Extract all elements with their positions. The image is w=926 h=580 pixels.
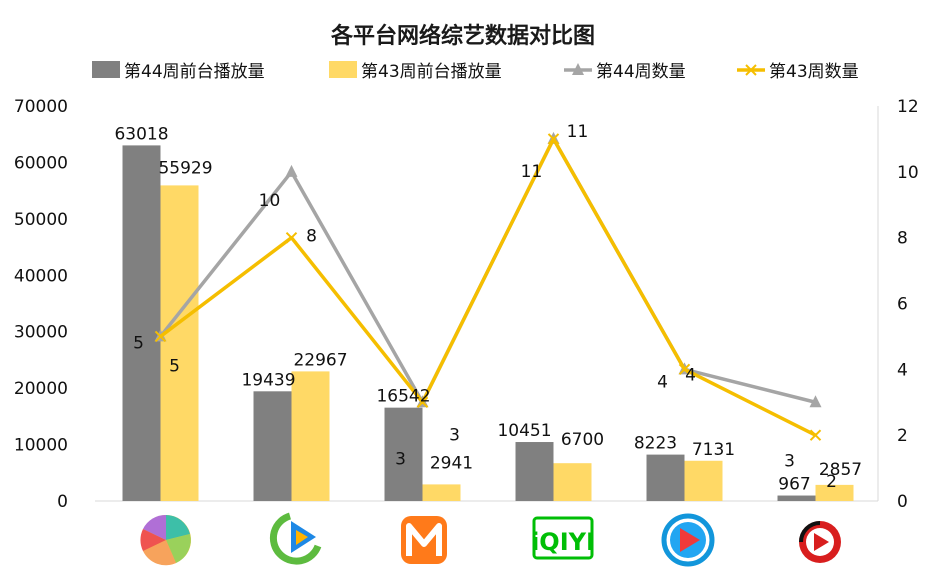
legend-label: 第43周数量 xyxy=(769,62,859,82)
y-left-tick-label: 10000 xyxy=(14,436,68,456)
chart-title: 各平台网络综艺数据对比图 xyxy=(330,23,595,49)
bar-series-2 xyxy=(815,484,854,501)
y-left-tick-label: 70000 xyxy=(14,97,68,117)
line-value-label-series-1: 3 xyxy=(784,451,795,471)
y-right-tick-label: 0 xyxy=(897,492,908,512)
bar-value-label-series-1: 19439 xyxy=(241,370,295,390)
y-right-tick-label: 2 xyxy=(897,426,908,446)
bar-series-1 xyxy=(646,454,685,501)
bar-value-label-series-1: 63018 xyxy=(114,124,168,144)
y-right-tick-label: 4 xyxy=(897,360,908,380)
y-right-tick-label: 12 xyxy=(897,97,919,117)
line-value-label-series-1: 4 xyxy=(657,372,668,392)
legend-label: 第44周前台播放量 xyxy=(124,62,265,82)
line-value-label-series-2: 11 xyxy=(567,122,589,142)
play-circle-red-black-icon xyxy=(799,521,841,563)
bar-series-2 xyxy=(291,371,330,501)
bar-series-1 xyxy=(253,391,292,501)
line-value-label-series-1: 10 xyxy=(259,191,281,211)
bar-series-2 xyxy=(684,460,723,501)
line-marker-x xyxy=(678,363,691,376)
bar-value-label-series-1: 16542 xyxy=(376,387,430,407)
y-left-tick-label: 20000 xyxy=(14,379,68,399)
bar-series-1 xyxy=(515,442,554,501)
legend-swatch xyxy=(329,61,357,78)
line-value-label-series-1: 11 xyxy=(521,162,543,182)
y-right-tick-label: 10 xyxy=(897,163,919,183)
line-marker-triangle xyxy=(809,395,822,408)
bar-value-label-series-2: 6700 xyxy=(561,430,604,450)
line-marker-x xyxy=(285,231,298,244)
bar-value-label-series-2: 55929 xyxy=(158,158,212,178)
bar-series-2 xyxy=(553,463,592,501)
bar-value-label-series-2: 22967 xyxy=(293,350,347,370)
y-axis-right: 0 2 4 6 8 10 12 xyxy=(897,97,919,512)
bar-series-1 xyxy=(777,495,816,501)
lines xyxy=(154,131,822,441)
legend-label: 第43周前台播放量 xyxy=(361,62,502,82)
line-value-label-series-2: 2 xyxy=(826,472,837,492)
bar-value-label-series-2: 7131 xyxy=(692,440,735,460)
line-series-2 xyxy=(159,137,817,437)
bar-value-label-series-1: 8223 xyxy=(634,434,677,454)
bar-series-2 xyxy=(422,484,461,501)
bar-series-1 xyxy=(384,407,423,501)
line-value-label-series-2: 3 xyxy=(449,425,460,445)
line-marker-x xyxy=(547,133,560,145)
y-left-tick-label: 0 xyxy=(57,492,68,512)
y-right-tick-label: 6 xyxy=(897,295,908,315)
bar-value-label-series-2: 2857 xyxy=(819,460,862,480)
y-axis-left: 0 10000 20000 30000 40000 50000 60000 70000 xyxy=(14,97,68,512)
bars xyxy=(122,145,854,502)
pie-multicolor-icon xyxy=(140,514,191,566)
line-marker-x xyxy=(809,429,822,441)
iqiyi-green-logo-icon: iQIYI xyxy=(531,516,595,560)
bar-value-label-series-1: 10451 xyxy=(497,421,551,441)
legend-swatch xyxy=(92,61,120,78)
line-value-label-series-2: 8 xyxy=(306,227,317,247)
line-marker-x xyxy=(416,396,429,408)
line-marker-triangle xyxy=(285,164,298,177)
line-value-label-series-2: 5 xyxy=(169,356,180,376)
data-labels: 63018 19439 16542 10451 8223 967 55929 22967 294… xyxy=(114,122,862,495)
svg-text:iQIYI: iQIYI xyxy=(531,528,595,556)
y-left-tick-label: 40000 xyxy=(14,266,68,286)
y-left-tick-label: 60000 xyxy=(14,153,68,173)
bar-series-2 xyxy=(160,185,199,502)
line-marker-x xyxy=(154,330,167,343)
line-value-label-series-1: 5 xyxy=(133,333,144,353)
line-value-label-series-1: 3 xyxy=(395,449,406,469)
bar-value-label-series-2: 2941 xyxy=(430,453,473,473)
mango-m-orange-icon xyxy=(401,516,447,564)
play-circle-green-blue-icon xyxy=(269,512,322,565)
bar-series-1 xyxy=(122,145,161,501)
legend-label: 第44周数量 xyxy=(596,62,686,82)
line-value-label-series-2: 4 xyxy=(685,365,696,385)
y-left-tick-label: 50000 xyxy=(14,210,68,230)
legend-marker-x xyxy=(745,64,757,76)
bar-value-label-series-1: 967 xyxy=(778,475,810,495)
legend: 第44周前台播放量 第43周前台播放量 第44周数量 第43周数量 xyxy=(92,61,859,82)
y-right-tick-label: 8 xyxy=(897,229,908,249)
play-circle-blue-red-icon xyxy=(661,513,715,567)
y-left-tick-label: 30000 xyxy=(14,323,68,343)
legend-marker-triangle xyxy=(572,63,584,75)
